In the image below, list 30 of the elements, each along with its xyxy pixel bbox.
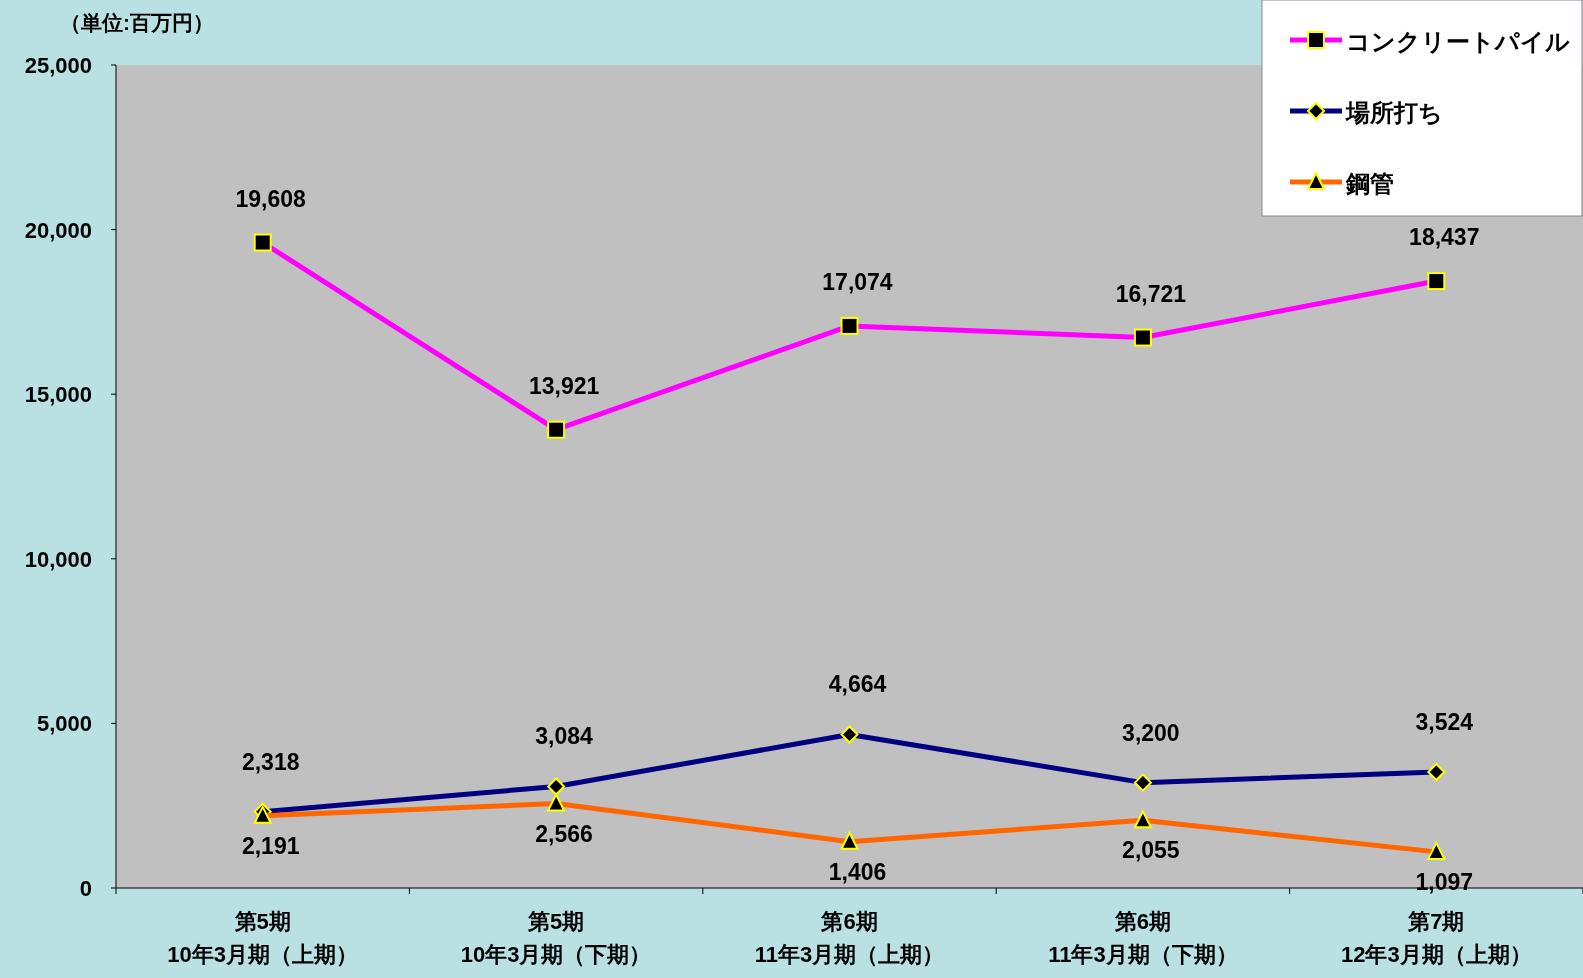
data-label: 4,664 <box>828 671 887 698</box>
x-tick-label: 第7期 12年3月期（上期） <box>1340 909 1532 967</box>
data-label: 2,318 <box>241 748 300 775</box>
data-label: 17,074 <box>822 268 893 295</box>
data-label: 2,055 <box>1122 837 1180 864</box>
legend-label: 鋼管 <box>1345 170 1394 197</box>
data-label: 13,921 <box>528 372 600 399</box>
data-label: 2,566 <box>535 820 593 847</box>
y-tick-label: 0 <box>79 876 92 901</box>
data-label: 18,437 <box>1409 224 1480 251</box>
data-label: 3,084 <box>535 723 594 750</box>
x-tick-label: 第6期 11年3月期（下期） <box>1048 909 1238 967</box>
y-tick-label: 25,000 <box>24 53 92 78</box>
y-tick-label: 5,000 <box>36 711 92 737</box>
data-label: 2,191 <box>241 832 300 859</box>
data-label: 3,524 <box>1415 708 1474 735</box>
data-label: 1,406 <box>828 858 887 885</box>
y-tick-label: 15,000 <box>24 382 92 408</box>
x-tick-label: 第6期 11年3月期（上期） <box>754 909 945 967</box>
data-label: 19,608 <box>235 185 307 212</box>
text: （単位:百万円） <box>60 11 214 34</box>
data-label: 3,200 <box>1122 719 1180 746</box>
legend-label: コンクリートパイル <box>1346 28 1570 55</box>
x-tick-label: 第5期 10年3月期（下期） <box>460 909 652 967</box>
y-tick-label: 20,000 <box>24 217 92 243</box>
legend-label: 場所打ち <box>1345 99 1443 126</box>
data-label: 1,097 <box>1415 868 1474 895</box>
y-tick-label: 10,000 <box>24 546 92 572</box>
data-label: 16,721 <box>1115 280 1187 307</box>
x-tick-label: 第5期 10年3月期（上期） <box>167 909 359 967</box>
